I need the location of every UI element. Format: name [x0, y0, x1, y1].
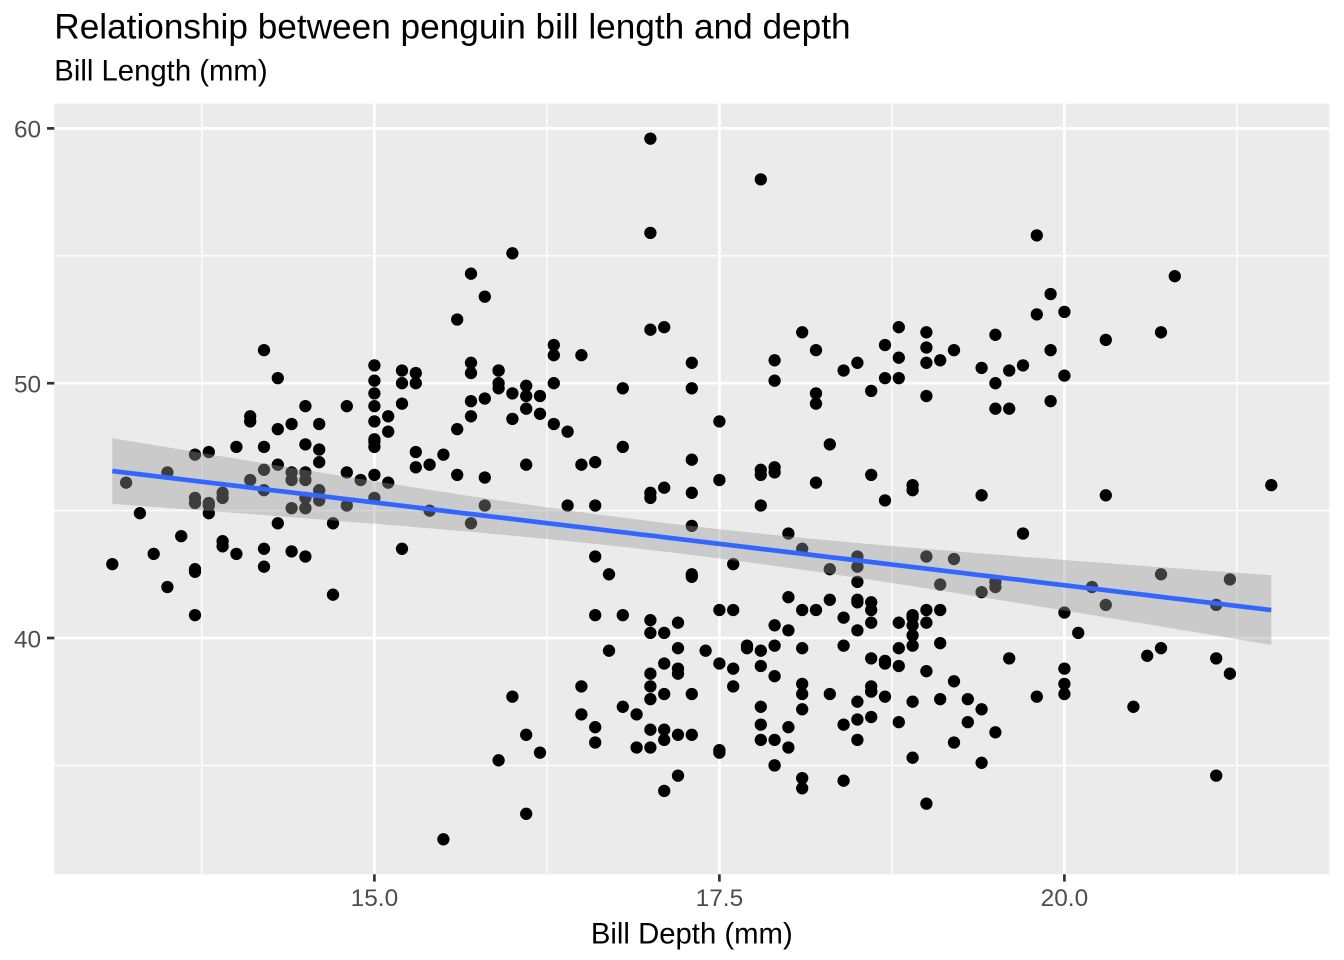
svg-text:17.5: 17.5 — [696, 885, 743, 912]
svg-text:Bill Depth (mm): Bill Depth (mm) — [591, 918, 793, 951]
svg-text:50: 50 — [14, 372, 41, 399]
svg-text:Bill Length (mm): Bill Length (mm) — [54, 54, 267, 87]
svg-text:20.0: 20.0 — [1041, 885, 1088, 912]
svg-text:15.0: 15.0 — [351, 885, 398, 912]
svg-text:60: 60 — [14, 117, 41, 144]
svg-text:Relationship between penguin b: Relationship between penguin bill length… — [54, 8, 850, 47]
svg-text:40: 40 — [14, 626, 41, 653]
